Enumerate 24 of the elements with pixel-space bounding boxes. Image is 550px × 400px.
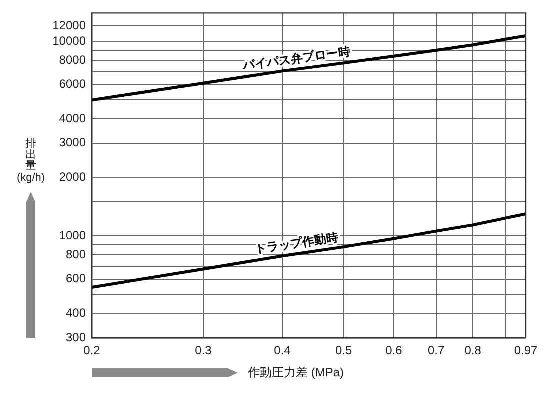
y-tick-label: 12000 [52,18,86,33]
x-tick-label: 0.7 [428,344,445,358]
x-tick-label: 0.8 [464,344,482,358]
x-tick-label: 0.4 [274,344,292,358]
y-tick-label: 800 [66,247,86,262]
x-axis-title: 作動圧力差 (MPa) [247,365,344,380]
x-tick-label: 0.6 [386,344,403,358]
x-tick-label: 0.5 [336,344,353,358]
y-tick-label: 400 [66,306,86,320]
y-tick-label: 6000 [59,77,86,92]
y-tick-label: 4000 [59,111,86,126]
x-tick-label: 0.3 [195,344,212,358]
text: トラップ作動時 [254,230,340,256]
y-tick-label: 300 [66,330,86,344]
y-axis-title: 排出量 (kg/h) [16,138,46,184]
y-tick-label: 10000 [52,34,86,48]
y-tick-label: 600 [66,272,86,286]
y-tick-label: 8000 [59,52,86,67]
y-tick-label: 1000 [59,228,86,243]
x-tick-label: 0.97 [514,344,538,358]
x-tick-label: 0.2 [84,344,101,358]
y-tick-label: 3000 [59,136,86,150]
y-tick-label: 2000 [59,170,86,184]
text: バイパス弁ブロー時 [241,44,352,73]
